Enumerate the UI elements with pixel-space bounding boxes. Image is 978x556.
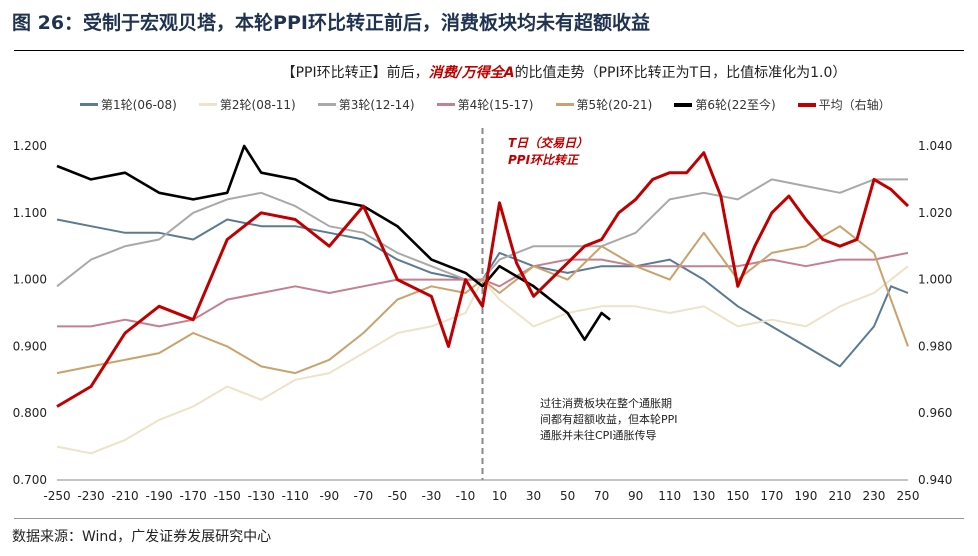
legend-item: 第5轮(20-21) — [555, 96, 653, 113]
note-annotation: 过往消费板块在整个通胀期 — [540, 396, 672, 410]
x-tick-label: 210 — [828, 489, 851, 503]
legend-item: 第6轮(22至今) — [674, 96, 776, 113]
title-divider — [14, 50, 964, 51]
x-tick-label: 190 — [794, 489, 817, 503]
legend-swatch — [797, 102, 816, 107]
subtitle-pre: 【PPI环比转正】前后， — [281, 65, 429, 81]
t-day-annotation: PPI环比转正 — [508, 153, 580, 167]
y-left-tick-label: 1.000 — [13, 273, 47, 287]
x-tick-label: -130 — [248, 489, 275, 503]
legend-swatch — [674, 102, 693, 107]
series-line-5 — [56, 225, 909, 375]
x-tick-label: 10 — [492, 489, 507, 503]
legend-swatch — [80, 103, 98, 106]
legend: 第1轮(06-08) 第2轮(08-11) 第3轮(12-14) 第4轮(15-17)… — [80, 96, 891, 113]
y-left-tick-label: 0.800 — [13, 406, 47, 420]
legend-label: 第2轮(08-11) — [219, 98, 296, 112]
x-tick-label: 230 — [863, 489, 886, 503]
x-tick-label: 170 — [760, 489, 783, 503]
subtitle-post: 的比值走势（PPI环比转正为T日，比值标准化为1.0） — [514, 65, 847, 81]
legend-swatch — [436, 103, 455, 106]
x-tick-label: 90 — [628, 489, 643, 503]
figure-title: 图 26：受制于宏观贝塔，本轮PPI环比转正前后，消费板块均未有超额收益 — [12, 12, 650, 34]
x-tick-label: -90 — [320, 489, 340, 503]
y-left-tick-label: 1.100 — [13, 206, 47, 220]
legend-item: 第3轮(12-14) — [317, 96, 415, 113]
x-tick-label: 130 — [692, 489, 715, 503]
legend-label: 第4轮(15-17) — [457, 98, 534, 112]
y-right-tick-label: 0.980 — [918, 339, 952, 353]
x-tick-label: -190 — [146, 489, 173, 503]
x-tick-label: -110 — [282, 489, 309, 503]
x-tick-label: 30 — [526, 489, 541, 503]
x-tick-label: -250 — [43, 489, 70, 503]
x-tick-label: 50 — [560, 489, 575, 503]
legend-label: 第1轮(06-08) — [101, 98, 177, 112]
legend-label: 第6轮(22至今) — [695, 98, 776, 112]
source-note: 数据来源：Wind，广发证券发展研究中心 — [12, 529, 272, 545]
x-tick-label: 110 — [658, 489, 681, 503]
x-tick-label: -210 — [111, 489, 138, 503]
y-right-tick-label: 1.000 — [918, 273, 952, 287]
y-right-tick-label: 0.940 — [918, 473, 952, 487]
legend-swatch — [317, 103, 336, 106]
y-left-tick-label: 1.200 — [13, 139, 47, 153]
y-right-tick-label: 1.020 — [918, 206, 952, 220]
x-tick-label: -30 — [422, 489, 442, 503]
legend-item: 第1轮(06-08) — [80, 96, 177, 113]
y-left-tick-label: 0.700 — [13, 473, 47, 487]
t-day-annotation: T日（交易日） — [508, 136, 588, 150]
note-annotation: 通胀并未往CPI通胀传导 — [540, 428, 657, 442]
legend-label: 第5轮(20-21) — [576, 98, 653, 112]
y-right-tick-label: 1.040 — [918, 139, 952, 153]
legend-item: 第2轮(08-11) — [198, 96, 296, 113]
y-right-tick-label: 0.960 — [918, 406, 952, 420]
note-annotation: 间都有超额收益，但本轮PPI — [540, 412, 678, 426]
series-line-7 — [56, 151, 910, 408]
legend-swatch — [198, 103, 217, 106]
subtitle-highlight: 消费/万得全A — [428, 65, 515, 81]
y-left-tick-label: 0.900 — [13, 339, 47, 353]
series-line-1 — [56, 218, 909, 368]
x-tick-label: 150 — [726, 489, 749, 503]
legend-swatch — [555, 103, 574, 106]
legend-label: 第3轮(12-14) — [338, 98, 415, 112]
x-tick-label: -70 — [354, 489, 374, 503]
footer-divider — [14, 518, 964, 519]
legend-item: 第4轮(15-17) — [436, 96, 534, 113]
x-tick-label: -150 — [214, 489, 241, 503]
chart-subtitle: 【PPI环比转正】前后，消费/万得全A的比值走势（PPI环比转正为T日，比值标准… — [0, 62, 978, 82]
legend-item: 平均（右轴） — [797, 96, 891, 113]
x-tick-label: -230 — [77, 489, 104, 503]
x-tick-label: 70 — [594, 489, 609, 503]
x-tick-label: -50 — [388, 489, 408, 503]
x-tick-label: -10 — [456, 489, 476, 503]
x-tick-label: -170 — [180, 489, 207, 503]
x-tick-label: 250 — [897, 489, 920, 503]
legend-label: 平均（右轴） — [818, 98, 891, 112]
